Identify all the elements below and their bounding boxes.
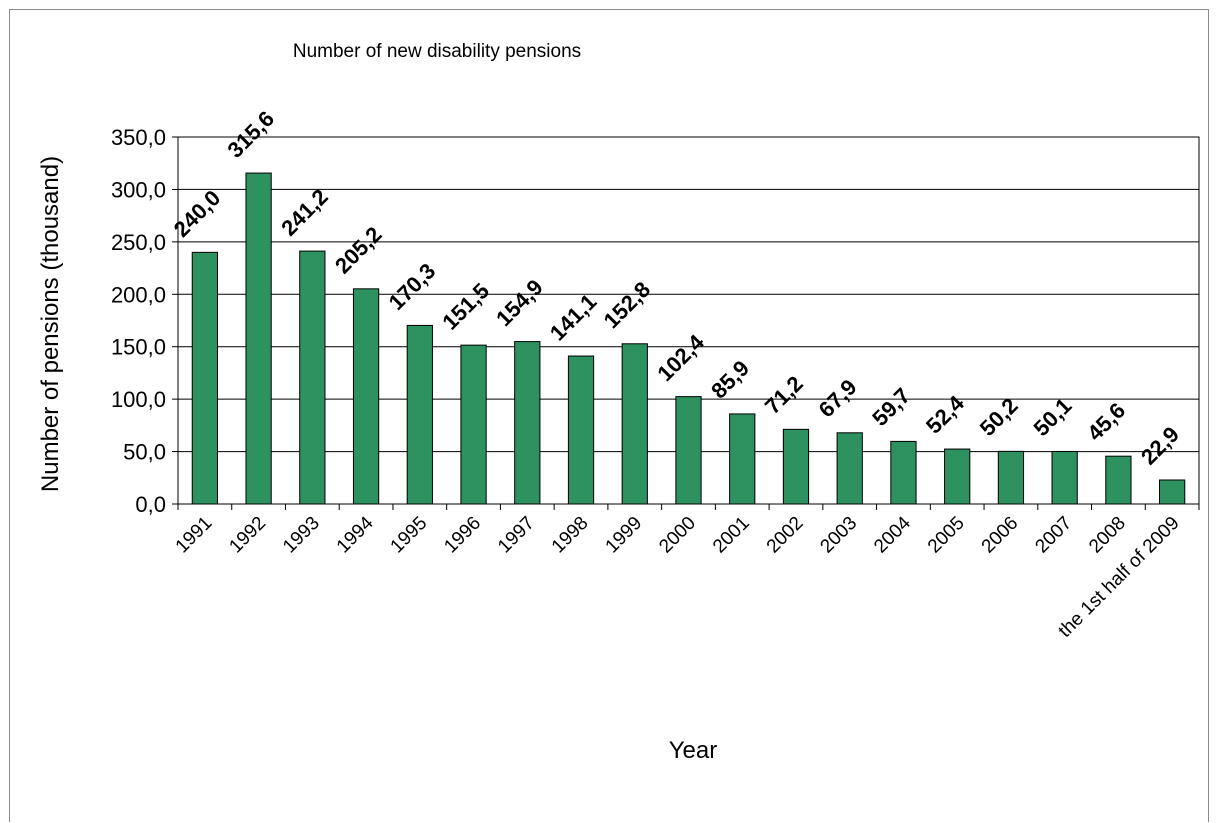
y-tick-label: 300,0 xyxy=(111,177,166,202)
chart-title: Number of new disability pensions xyxy=(293,41,581,62)
data-label: 71,2 xyxy=(760,371,808,419)
x-tick-label: 1997 xyxy=(494,513,539,558)
x-tick-label: 2004 xyxy=(870,512,915,557)
bar xyxy=(836,432,863,505)
chart-frame: Number of new disability pensions 0,0 50,… xyxy=(9,9,1209,822)
axes xyxy=(172,136,1200,510)
bar xyxy=(729,413,756,505)
y-tick-label: 50,0 xyxy=(123,440,166,465)
bar xyxy=(352,288,380,505)
bar xyxy=(1051,450,1078,505)
bar xyxy=(997,450,1025,505)
data-label: 85,9 xyxy=(706,356,754,404)
data-label: 154,9 xyxy=(491,274,548,331)
data-label: 50,1 xyxy=(1029,393,1077,441)
bar xyxy=(621,343,648,505)
bar xyxy=(567,355,595,505)
bar xyxy=(514,341,541,505)
data-label: 45,6 xyxy=(1082,398,1130,446)
data-label: 240,0 xyxy=(169,185,226,242)
bar xyxy=(675,396,702,505)
bar xyxy=(1105,455,1132,505)
x-tick-label: 1996 xyxy=(440,513,485,558)
data-label: 152,8 xyxy=(599,277,656,334)
y-tick-label: 350,0 xyxy=(111,125,166,150)
x-tick-label: 1992 xyxy=(225,513,270,558)
data-label: 315,6 xyxy=(222,106,279,163)
bar xyxy=(460,344,487,505)
x-tick-labels: 1991 1992 1993 1994 1995 1996 1997 1998 1999 2000… xyxy=(172,512,1184,641)
bar xyxy=(191,251,218,505)
data-label: 52,4 xyxy=(921,390,969,438)
y-tick-label: 100,0 xyxy=(111,387,166,412)
bar xyxy=(944,448,971,505)
x-tick-label: 2000 xyxy=(655,513,700,558)
bar xyxy=(782,428,810,505)
y-tick-label: 250,0 xyxy=(111,230,166,255)
data-label: 241,2 xyxy=(276,184,333,241)
x-tick-label: 1991 xyxy=(172,513,217,558)
bar-chart: Number of new disability pensions 0,0 50,… xyxy=(37,41,1200,764)
bar xyxy=(406,324,433,505)
x-tick-label: 1999 xyxy=(602,513,647,558)
bar xyxy=(890,440,917,505)
x-tick-label: 1994 xyxy=(333,512,378,557)
y-tick-label: 150,0 xyxy=(111,335,166,360)
x-tick-label: 2001 xyxy=(709,513,754,558)
y-tick-label: 0,0 xyxy=(135,492,166,517)
data-label: 50,2 xyxy=(975,393,1023,441)
data-label: 67,9 xyxy=(814,374,862,422)
x-tick-label: 2002 xyxy=(763,513,808,558)
x-tick-label: 2007 xyxy=(1031,513,1076,558)
x-tick-label: 2003 xyxy=(816,513,861,558)
data-label: 205,2 xyxy=(330,222,387,279)
data-label: 151,5 xyxy=(437,278,494,335)
x-tick-label: 1995 xyxy=(387,513,432,558)
x-tick-label: 1998 xyxy=(548,513,593,558)
data-label: 102,4 xyxy=(652,329,709,386)
data-label: 59,7 xyxy=(867,383,915,431)
bar xyxy=(299,250,326,505)
x-tick-label: 2008 xyxy=(1085,513,1130,558)
x-tick-label: 2006 xyxy=(978,513,1023,558)
x-tick-label: 1993 xyxy=(279,513,324,558)
data-label: 141,1 xyxy=(545,289,602,346)
gridlines xyxy=(178,188,1199,453)
bar xyxy=(1159,479,1186,505)
bar xyxy=(245,172,272,505)
y-axis-title: Number of pensions (thousand) xyxy=(37,156,64,492)
bars xyxy=(191,172,1186,505)
data-label: 22,9 xyxy=(1136,422,1184,470)
x-axis-title: Year xyxy=(669,737,718,764)
plot-area-border xyxy=(177,136,1200,505)
x-tick-label: 2005 xyxy=(924,513,969,558)
y-tick-labels: 0,0 50,0 100,0 150,0 200,0 250,0 300,0 350,0 xyxy=(111,125,166,517)
data-label: 170,3 xyxy=(384,258,441,315)
y-tick-label: 200,0 xyxy=(111,282,166,307)
